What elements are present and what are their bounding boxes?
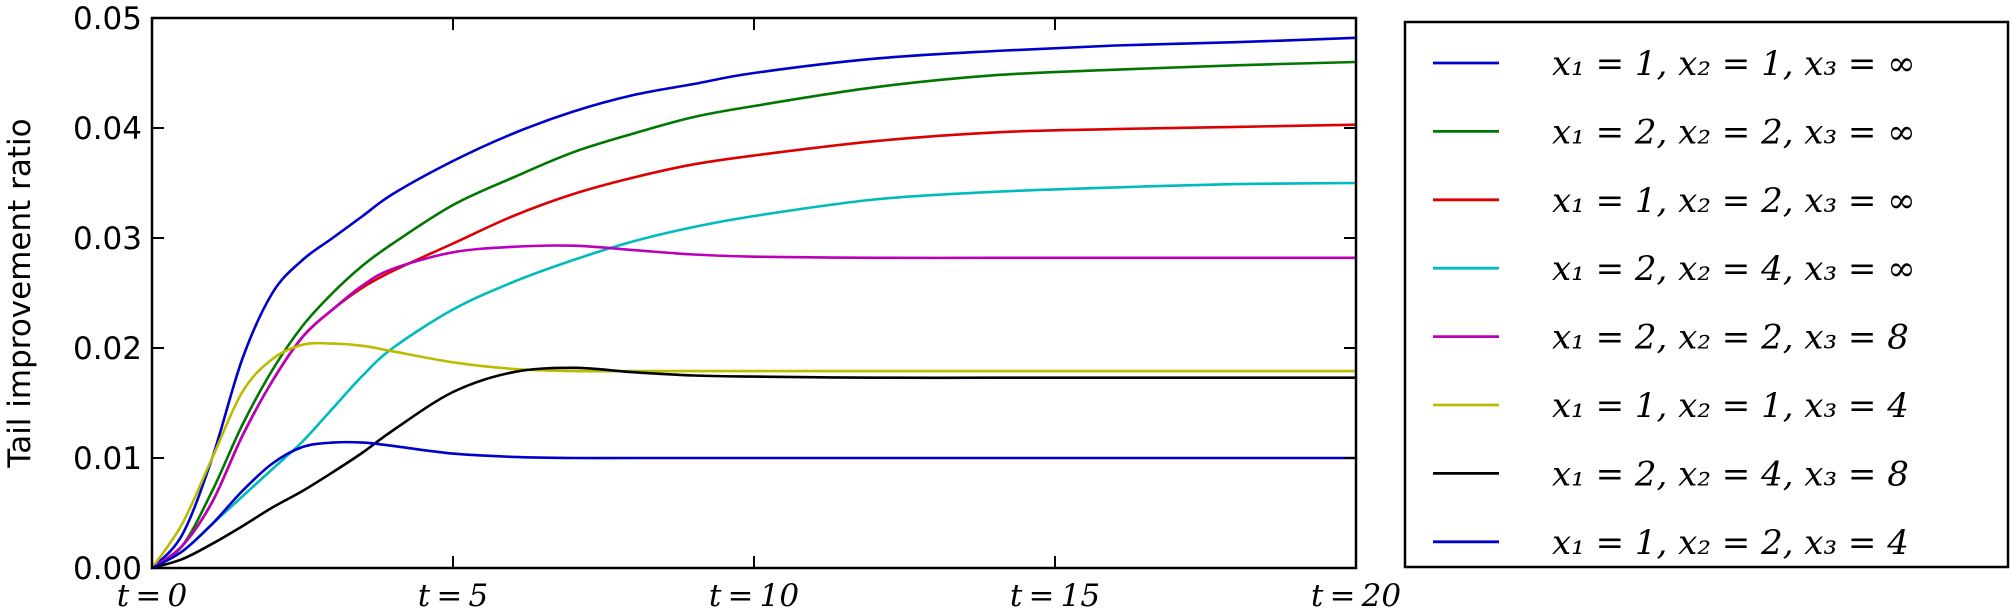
y-tick-label: 0.04 [73, 111, 142, 147]
legend-label-1: x₁ = 1, x₂ = 1, x₃ = ∞ [1552, 44, 1916, 84]
legend-box [1403, 20, 2010, 569]
x-tick-label: t = 10 [709, 578, 799, 612]
legend-label-2: x₁ = 2, x₂ = 2, x₃ = ∞ [1552, 112, 1916, 152]
x-tick-label: t = 15 [1010, 578, 1100, 612]
y-tick-label: 0.02 [73, 331, 142, 367]
series-line-1 [150, 36, 1358, 570]
y-tick-label: 0.05 [73, 1, 142, 37]
y-tick-label: 0.00 [73, 551, 142, 587]
series-layer [150, 36, 1358, 570]
series-line-2 [150, 60, 1358, 570]
legend-label-7: x₁ = 2, x₂ = 4, x₃ = 8 [1552, 454, 1909, 494]
series-line-7 [150, 366, 1358, 570]
series-line-5 [150, 244, 1358, 570]
axis-layer: 0.00 0.01 0.02 0.03 0.04 0.05 t = 0 t = 5 t = 10… [73, 1, 1401, 612]
series-line-3 [150, 123, 1358, 570]
legend-label-8: x₁ = 1, x₂ = 2, x₃ = 4 [1552, 523, 1909, 563]
legend-label-5: x₁ = 2, x₂ = 2, x₃ = 8 [1552, 318, 1909, 358]
x-tick-label: t = 20 [1311, 578, 1401, 612]
x-tick-label: t = 0 [117, 578, 188, 612]
legend: x₁ = 1, x₂ = 1, x₃ = ∞ x₁ = 2, x₂ = 2, x₃… [1433, 44, 1916, 563]
series-line-4 [150, 181, 1358, 570]
legend-label-4: x₁ = 2, x₂ = 4, x₃ = ∞ [1552, 249, 1916, 289]
x-tick-label: t = 5 [418, 578, 489, 612]
series-line-6 [150, 341, 1358, 570]
legend-label-6: x₁ = 1, x₂ = 1, x₃ = 4 [1552, 386, 1909, 426]
y-axis-label: Tail improvement ratio [2, 118, 38, 468]
y-tick-label: 0.01 [73, 441, 142, 477]
y-tick-label: 0.03 [73, 221, 142, 257]
series-line-8 [150, 440, 1358, 570]
legend-label-3: x₁ = 1, x₂ = 2, x₃ = ∞ [1552, 181, 1916, 221]
